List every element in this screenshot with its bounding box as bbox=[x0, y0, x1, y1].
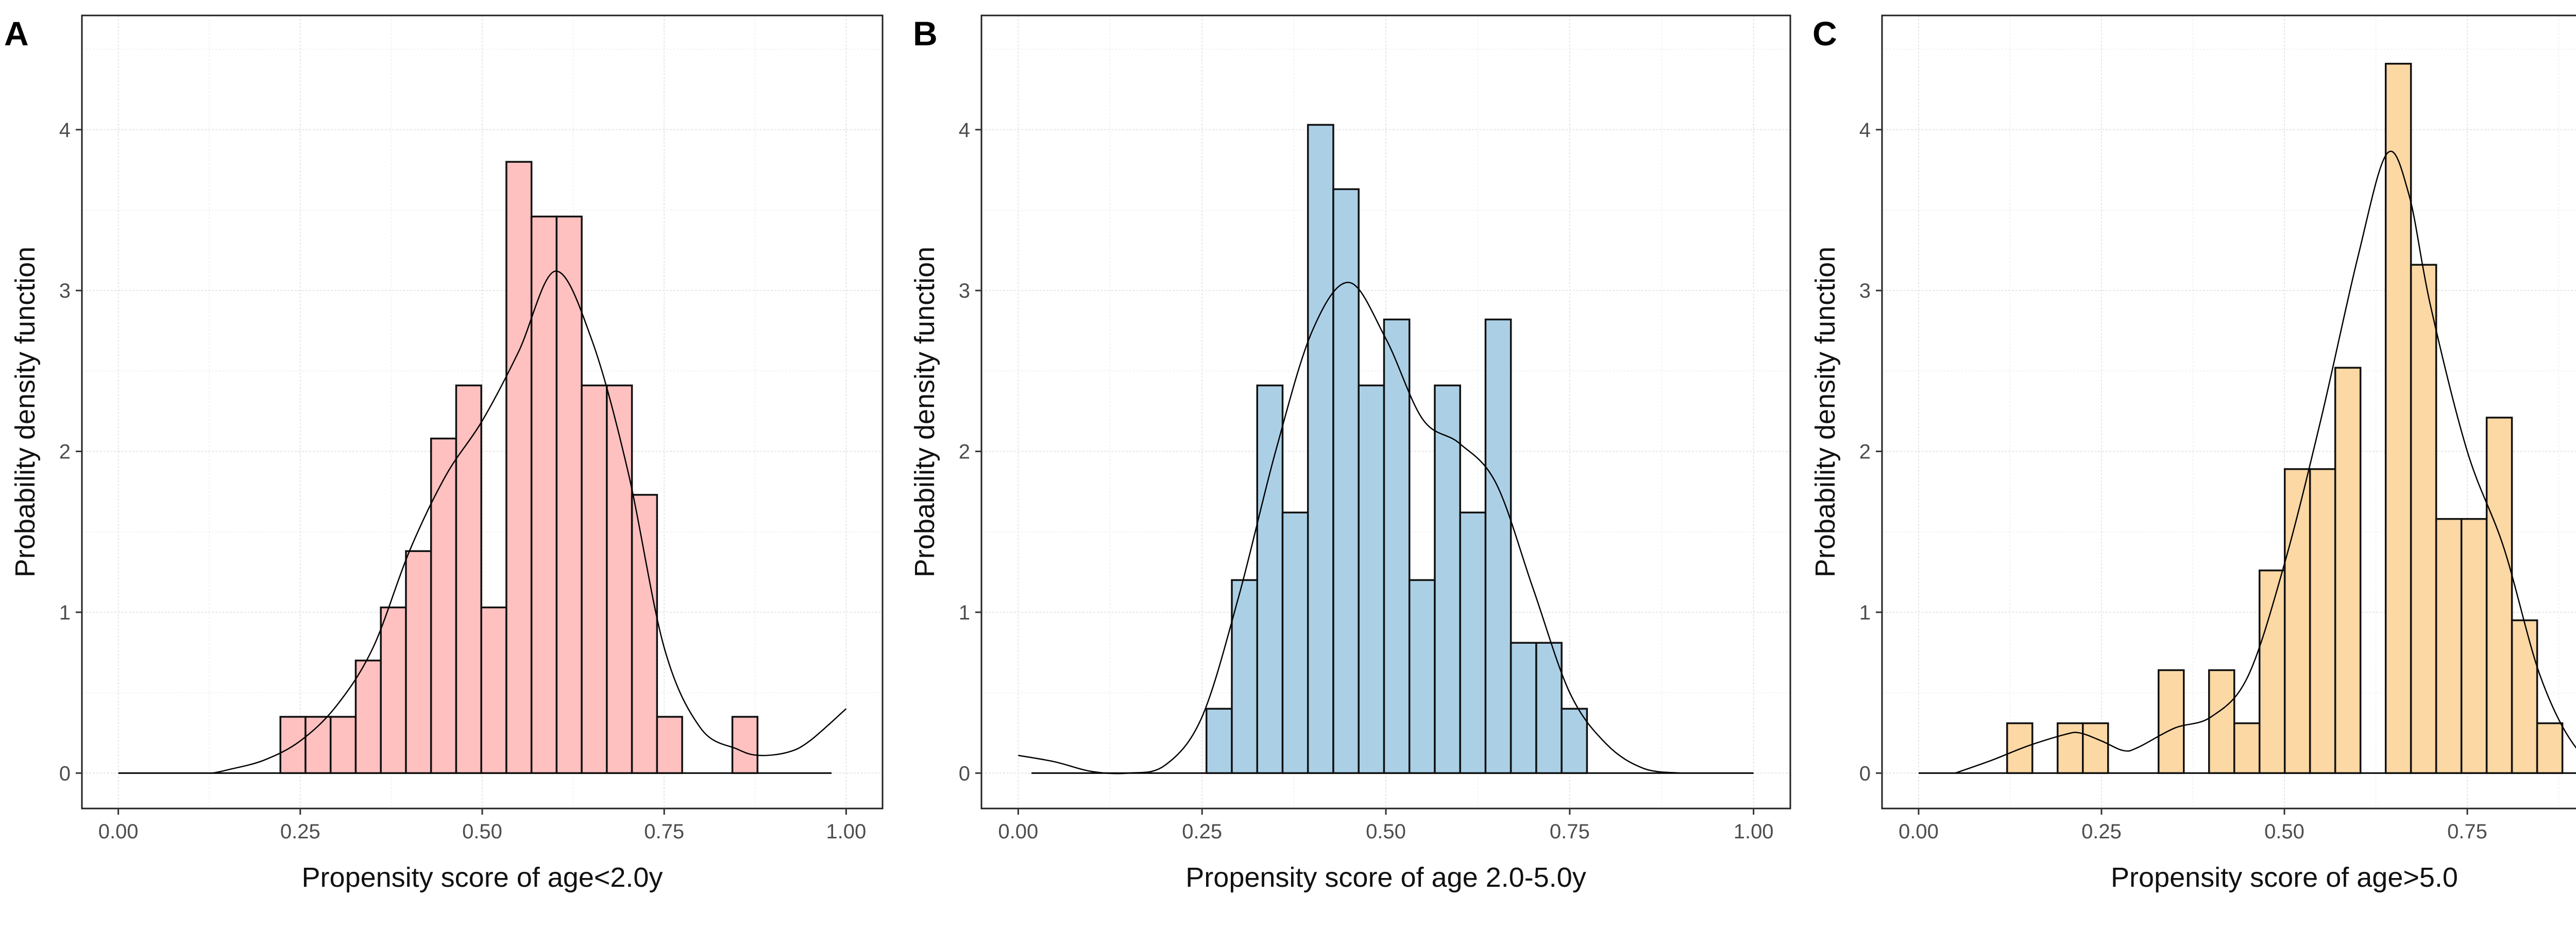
y-tick-label: 1 bbox=[959, 601, 970, 624]
x-tick-label: 0.00 bbox=[98, 820, 139, 843]
histogram-bar bbox=[1383, 318, 1411, 775]
histogram-bar bbox=[2057, 722, 2084, 775]
histogram-bar bbox=[2435, 518, 2463, 775]
y-tick-label: 3 bbox=[1859, 280, 1871, 302]
x-axis-title: Propensity score of age 2.0-5.0y bbox=[1185, 862, 1586, 893]
histogram-bar bbox=[505, 161, 533, 775]
x-tick-label: 0.50 bbox=[462, 820, 502, 843]
x-axis-title: Propensity score of age>5.0 bbox=[2111, 862, 2458, 893]
histogram-bar bbox=[1535, 642, 1563, 775]
y-tick-label: 0 bbox=[1859, 762, 1871, 785]
y-tick-label: 1 bbox=[59, 601, 71, 624]
histogram-bar bbox=[606, 384, 633, 775]
y-tick-label: 0 bbox=[959, 762, 970, 785]
histogram-bar bbox=[581, 384, 608, 775]
histogram-bar bbox=[2485, 417, 2513, 775]
x-tick-label: 0.25 bbox=[1182, 820, 1222, 843]
x-tick-label: 0.50 bbox=[2264, 820, 2304, 843]
histogram-bar bbox=[1484, 318, 1512, 775]
y-tick-label: 4 bbox=[1859, 119, 1871, 142]
x-tick-label: 1.00 bbox=[826, 820, 866, 843]
histogram-bar bbox=[631, 494, 658, 775]
panel-letter: C bbox=[1812, 14, 1837, 53]
histogram-bar bbox=[1510, 642, 1537, 775]
histogram-bar bbox=[1561, 708, 1588, 775]
histogram-bar bbox=[2334, 367, 2362, 775]
histogram-bar bbox=[354, 659, 382, 775]
x-tick-label: 0.25 bbox=[2081, 820, 2122, 843]
histogram-bar bbox=[2536, 722, 2564, 775]
histogram-bar bbox=[530, 215, 558, 775]
histogram-bar bbox=[1205, 708, 1233, 775]
x-tick-label: 0.75 bbox=[1550, 820, 1590, 843]
x-tick-label: 0.00 bbox=[998, 820, 1038, 843]
y-axis-title: Probability density function bbox=[10, 247, 41, 577]
histogram-bar bbox=[2158, 669, 2185, 775]
histogram-bar bbox=[455, 384, 482, 775]
y-tick-label: 0 bbox=[59, 762, 71, 785]
y-tick-label: 3 bbox=[59, 280, 71, 302]
histogram-bar bbox=[2283, 468, 2311, 775]
y-axis-title: Probability density function bbox=[909, 247, 940, 577]
x-tick-label: 0.75 bbox=[644, 820, 684, 843]
histogram-bar bbox=[329, 716, 357, 775]
histogram-bar bbox=[1256, 384, 1284, 775]
y-tick-label: 4 bbox=[59, 119, 71, 142]
x-axis-title: Propensity score of age<2.0y bbox=[302, 862, 663, 893]
histogram-bar bbox=[555, 215, 583, 775]
histogram-bar bbox=[279, 716, 307, 775]
histogram-bar bbox=[2384, 62, 2412, 775]
y-tick-label: 4 bbox=[959, 119, 970, 142]
histogram-bar bbox=[2511, 619, 2538, 775]
histogram-bar bbox=[656, 716, 683, 775]
histogram-bar bbox=[480, 606, 507, 775]
histogram-bar bbox=[2258, 569, 2286, 775]
density-curve bbox=[1018, 282, 1681, 775]
y-tick-label: 2 bbox=[1859, 441, 1871, 463]
histogram-bar bbox=[2460, 518, 2488, 775]
histogram-bar bbox=[731, 716, 759, 775]
histogram-bar bbox=[2006, 722, 2033, 775]
histogram-bar bbox=[2208, 669, 2235, 775]
x-tick-label: 0.50 bbox=[1366, 820, 1406, 843]
histogram-bar bbox=[1231, 579, 1258, 775]
histogram-bar bbox=[1459, 511, 1487, 775]
panel-b: 0.00 0.25 0.50 0.75 1.00 0 1 2 3 4 Propensity scor… bbox=[909, 14, 1791, 893]
y-tick-label: 2 bbox=[59, 441, 71, 463]
density-curve bbox=[1955, 150, 2576, 774]
x-tick-label: 0.75 bbox=[2447, 820, 2487, 843]
histogram-bar bbox=[1358, 384, 1385, 775]
histogram-bar bbox=[1434, 384, 1461, 775]
histogram-bar bbox=[1408, 579, 1436, 775]
histogram-bar bbox=[405, 550, 432, 775]
histogram-bar bbox=[2410, 264, 2437, 775]
histogram-bar bbox=[1281, 511, 1309, 775]
y-tick-label: 3 bbox=[959, 280, 970, 302]
histogram-bar bbox=[2233, 722, 2261, 775]
histogram-bar bbox=[2309, 468, 2336, 775]
x-tick-label: 0.00 bbox=[1899, 820, 1939, 843]
histogram-bar bbox=[430, 437, 457, 775]
histogram-bar bbox=[2082, 722, 2109, 775]
histogram-bar bbox=[380, 606, 407, 775]
y-tick-label: 2 bbox=[959, 441, 970, 463]
y-tick-label: 1 bbox=[1859, 601, 1871, 624]
histogram-bar bbox=[1332, 188, 1360, 775]
x-tick-label: 0.25 bbox=[280, 820, 320, 843]
y-axis-title: Probability density function bbox=[1810, 247, 1841, 577]
panel-letter: B bbox=[913, 14, 938, 53]
histogram-bar bbox=[1307, 124, 1334, 775]
x-tick-label: 1.00 bbox=[1734, 820, 1774, 843]
panel-a: 0.00 0.25 0.50 0.75 1.00 0 1 2 3 4 Propensity scor… bbox=[4, 14, 884, 893]
density-curve bbox=[213, 270, 847, 774]
panel-letter: A bbox=[4, 14, 29, 53]
